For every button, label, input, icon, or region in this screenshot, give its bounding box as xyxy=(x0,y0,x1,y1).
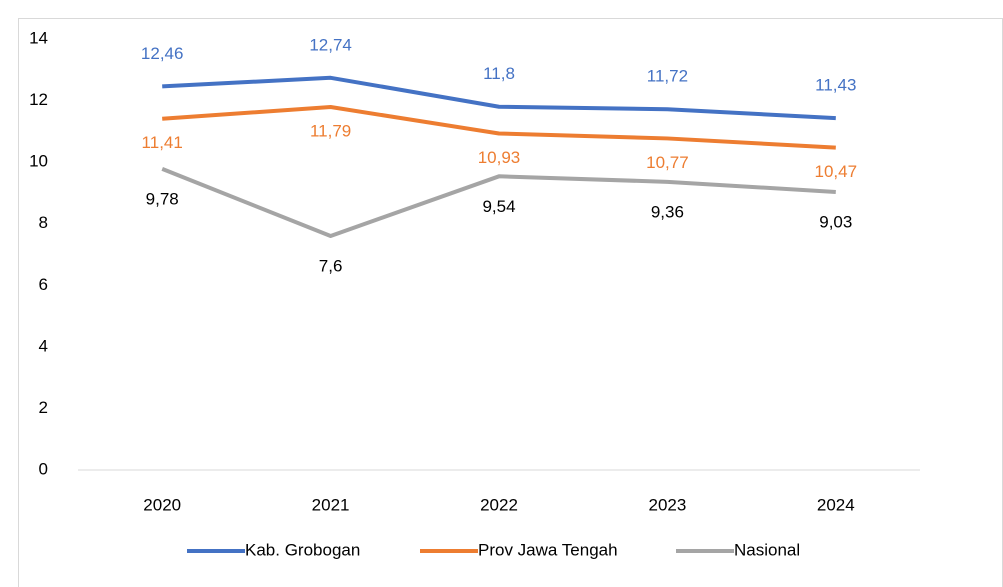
series-line xyxy=(161,167,836,239)
data-label: 9,54 xyxy=(482,197,515,216)
legend-label: Prov Jawa Tengah xyxy=(478,540,618,559)
x-tick-label: 2021 xyxy=(312,495,350,514)
data-label: 10,77 xyxy=(646,153,689,172)
data-label: 11,79 xyxy=(310,122,351,141)
data-label: 9,78 xyxy=(146,189,179,208)
x-tick-label: 2023 xyxy=(648,495,686,514)
legend-label: Nasional xyxy=(734,540,800,559)
y-tick-label: 2 xyxy=(39,398,48,417)
y-tick-label: 10 xyxy=(29,152,48,171)
y-tick-label: 14 xyxy=(29,28,48,47)
data-label: 7,6 xyxy=(319,257,343,276)
data-label: 12,74 xyxy=(309,35,352,54)
series-line xyxy=(162,75,836,121)
y-tick-label: 12 xyxy=(29,90,48,109)
data-label: 10,47 xyxy=(815,162,858,181)
data-label: 11,72 xyxy=(647,67,688,86)
data-label: 9,03 xyxy=(819,212,852,231)
y-tick-label: 4 xyxy=(39,336,48,355)
y-tick-label: 6 xyxy=(39,275,48,294)
x-tick-label: 2024 xyxy=(817,495,855,514)
data-label: 12,46 xyxy=(141,44,184,63)
chart-frame xyxy=(18,18,1003,587)
data-label: 11,41 xyxy=(142,133,183,152)
data-label: 11,8 xyxy=(483,64,515,83)
data-label: 9,36 xyxy=(651,202,684,221)
data-label: 11,43 xyxy=(815,76,856,95)
legend-label: Kab. Grobogan xyxy=(245,540,360,559)
x-tick-label: 2022 xyxy=(480,495,518,514)
data-label: 10,93 xyxy=(478,148,521,167)
x-tick-label: 2020 xyxy=(143,495,181,514)
series-line xyxy=(162,105,836,150)
y-tick-label: 8 xyxy=(39,213,48,232)
y-tick-label: 0 xyxy=(39,459,48,478)
